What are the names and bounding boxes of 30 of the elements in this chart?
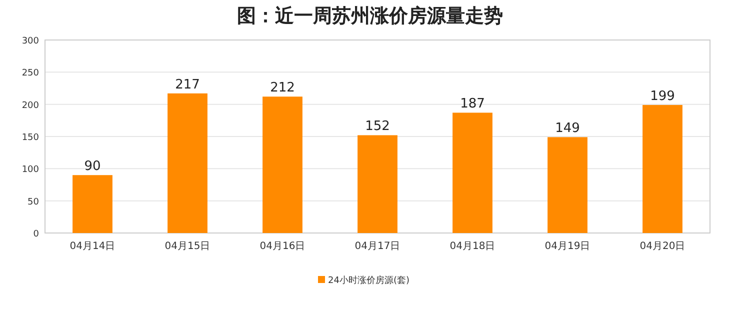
x-tick-label: 04月18日 (450, 241, 496, 252)
x-tick-label: 04月15日 (164, 241, 210, 252)
y-tick-label: 150 (22, 133, 40, 143)
bar (168, 93, 208, 233)
chart-title: 图：近一周苏州涨价房源量走势 (237, 5, 503, 27)
y-tick-label: 200 (22, 100, 40, 111)
data-label: 217 (175, 77, 200, 92)
y-tick-label: 100 (22, 165, 40, 176)
data-label: 149 (555, 121, 580, 136)
y-tick-label: 250 (22, 68, 40, 79)
data-label: 90 (84, 159, 101, 174)
y-tick-label: 50 (28, 197, 40, 208)
x-tick-label: 04月20日 (640, 241, 686, 252)
bar (262, 96, 302, 233)
bar (72, 175, 112, 233)
bar (548, 137, 588, 233)
data-label: 199 (650, 88, 675, 104)
x-tick-label: 04月16日 (260, 241, 306, 252)
data-label: 187 (460, 96, 485, 112)
bar (452, 112, 492, 233)
y-tick-label: 300 (22, 36, 40, 46)
bar (642, 104, 682, 233)
bar (358, 135, 398, 233)
y-tick-label: 0 (33, 230, 40, 240)
data-label: 152 (365, 119, 390, 134)
x-tick-label: 04月19日 (544, 241, 590, 252)
x-tick-label: 04月14日 (70, 241, 116, 252)
legend-label: 24小时涨价房源(套) (328, 275, 410, 286)
x-tick-label: 04月17日 (354, 241, 400, 252)
data-label: 212 (270, 80, 295, 96)
